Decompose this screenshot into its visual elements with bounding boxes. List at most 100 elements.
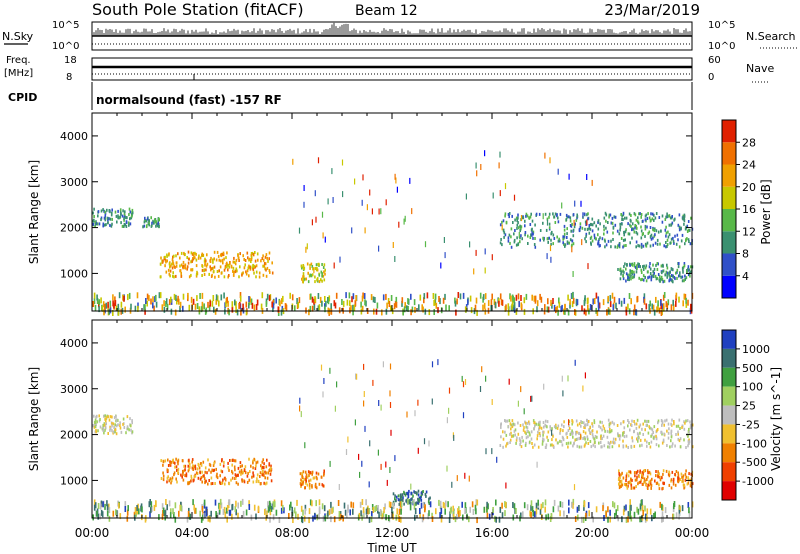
scatter-cell xyxy=(639,469,641,473)
scatter-cell xyxy=(320,278,322,282)
scatter-cell xyxy=(188,480,191,484)
scatter-cell xyxy=(642,433,644,436)
scatter-cell xyxy=(268,469,270,473)
scatter-cell xyxy=(682,300,684,307)
scatter-cell xyxy=(216,250,219,254)
scatter-cell xyxy=(505,433,508,437)
scatter-cell xyxy=(401,498,403,502)
scatter-cell xyxy=(112,300,114,307)
scatter-cell xyxy=(317,305,320,312)
scatter-cell xyxy=(533,243,536,246)
scatter-cell xyxy=(406,491,408,495)
scatter-cell xyxy=(609,516,611,523)
scatter-cell xyxy=(272,302,275,309)
scatter-cell xyxy=(247,266,250,270)
scatter-cell xyxy=(525,425,528,429)
scatter-cell xyxy=(223,257,225,261)
scatter-cell xyxy=(173,512,175,518)
scatter-cell xyxy=(93,215,95,218)
freq-label: Freq. xyxy=(6,55,31,66)
scatter-cell xyxy=(682,474,685,478)
scatter-cell xyxy=(600,445,602,449)
scatter-cell xyxy=(97,429,99,433)
scatter-cell xyxy=(491,254,493,261)
scatter-cell xyxy=(618,245,621,249)
scatter-cell xyxy=(541,442,544,446)
scatter-cell xyxy=(233,270,235,274)
scatter-cell xyxy=(423,293,426,300)
scatter-cell xyxy=(647,231,650,235)
scatter-cell xyxy=(119,513,122,520)
scatter-cell xyxy=(657,421,659,425)
scatter-cell xyxy=(185,472,188,476)
scatter-cell xyxy=(172,458,174,462)
scatter-cell xyxy=(670,478,673,482)
scatter-cell xyxy=(417,493,420,497)
scatter-cell xyxy=(308,482,311,486)
scatter-cell xyxy=(680,275,682,279)
scatter-cell xyxy=(143,224,146,228)
scatter-cell xyxy=(515,438,518,442)
scatter-cell xyxy=(146,224,148,228)
scatter-cell xyxy=(417,489,420,493)
scatter-cell xyxy=(321,274,323,278)
scatter-cell xyxy=(161,503,164,510)
scatter-cell xyxy=(432,293,435,299)
scatter-cell xyxy=(555,307,557,314)
scatter-cell xyxy=(107,221,109,225)
scatter-cell xyxy=(669,275,671,279)
scatter-cell xyxy=(574,359,576,366)
scatter-cell xyxy=(656,306,658,313)
scatter-cell xyxy=(663,292,666,298)
scatter-cell xyxy=(382,294,385,301)
scatter-cell xyxy=(589,222,592,226)
scatter-cell xyxy=(419,512,421,519)
scatter-cell xyxy=(137,305,139,312)
scatter-cell xyxy=(650,212,652,216)
scatter-cell xyxy=(569,224,572,227)
colorbar-swatch xyxy=(722,209,736,232)
scatter-cell xyxy=(660,419,663,422)
scatter-cell xyxy=(98,222,101,226)
scatter-cell xyxy=(530,212,532,216)
scatter-cell xyxy=(240,468,243,472)
scatter-cell xyxy=(211,273,213,277)
scatter-cell xyxy=(607,445,609,449)
scatter-cell xyxy=(625,216,628,220)
scatter-cell xyxy=(653,213,655,217)
scatter-cell xyxy=(570,229,572,233)
scatter-cell xyxy=(482,294,485,301)
scatter-cell xyxy=(484,293,487,300)
scatter-cell xyxy=(459,293,462,300)
scatter-cell xyxy=(247,471,249,475)
scatter-cell xyxy=(687,273,690,277)
scatter-cell xyxy=(268,500,271,507)
scatter-cell xyxy=(592,298,594,305)
scatter-cell xyxy=(234,473,237,477)
scatter-cell xyxy=(644,428,646,432)
scatter-cell xyxy=(301,277,303,281)
scatter-cell xyxy=(143,220,146,224)
scatter-cell xyxy=(158,292,161,299)
scatter-cell xyxy=(397,494,400,498)
scatter-cell xyxy=(280,309,283,316)
scatter-cell xyxy=(526,429,529,433)
scatter-cell xyxy=(177,467,180,471)
scatter-cell xyxy=(506,419,509,423)
scatter-cell xyxy=(102,301,105,308)
scatter-cell xyxy=(456,513,458,520)
scatter-cell xyxy=(347,436,349,443)
scatter-cell xyxy=(128,428,130,432)
scatter-cell xyxy=(210,510,212,517)
scatter-cell xyxy=(592,443,595,447)
scatter-cell xyxy=(190,474,193,478)
scatter-cell xyxy=(315,263,318,267)
scatter-cell xyxy=(658,472,660,476)
scatter-cell xyxy=(148,219,150,223)
scatter-cell xyxy=(630,424,633,427)
scatter-cell xyxy=(194,303,197,310)
scatter-cell xyxy=(97,513,99,520)
scatter-cell xyxy=(473,268,475,275)
scatter-cell xyxy=(223,292,225,299)
scatter-cell xyxy=(369,189,371,196)
